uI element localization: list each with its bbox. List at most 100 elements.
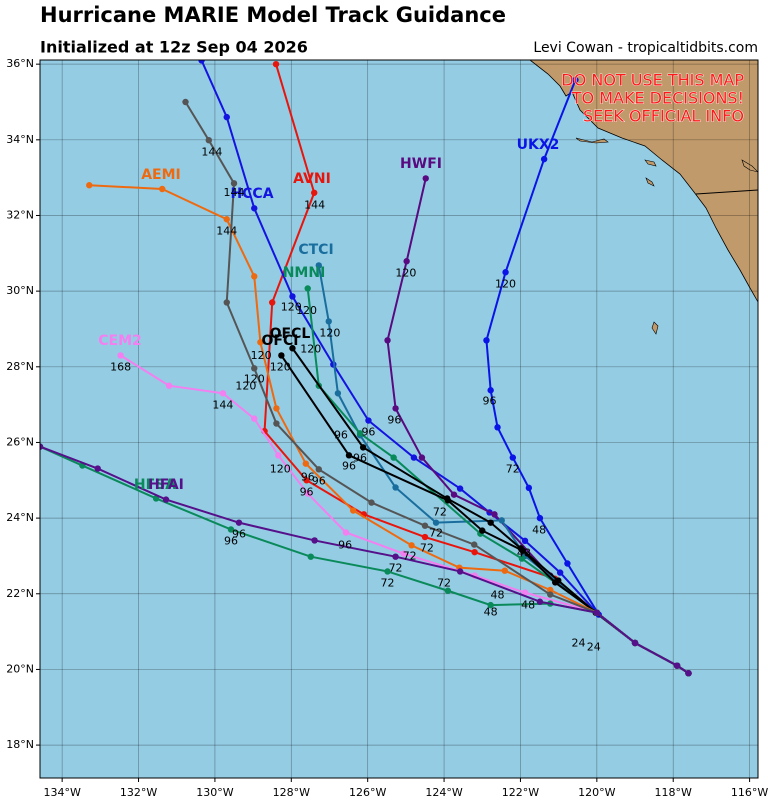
tracks [40, 60, 692, 677]
hour-label: 72 [403, 550, 417, 563]
track-point [390, 454, 397, 461]
hour-label: 120 [270, 361, 291, 374]
track-point [479, 527, 486, 534]
track-point [311, 189, 318, 196]
hour-label: 72 [429, 527, 443, 540]
track-point [275, 452, 282, 459]
hour-label: 72 [381, 577, 395, 590]
track-point [556, 569, 564, 576]
track-point [471, 541, 478, 548]
series-label: CTCI [298, 242, 333, 258]
x-tick-label: 116°W [731, 786, 768, 799]
track-point [182, 98, 189, 106]
track-point [572, 76, 579, 84]
track-point [235, 519, 243, 526]
track-point [564, 560, 571, 567]
track-point [117, 352, 124, 359]
track-point [219, 390, 227, 397]
track-point [304, 490, 311, 497]
hour-label: 96 [301, 471, 315, 484]
track-point [536, 598, 544, 605]
hour-label: 96 [483, 395, 497, 408]
series-label: HCCA [230, 186, 273, 202]
track-point [471, 548, 478, 556]
hour-label: 48 [484, 606, 498, 619]
hour-label: 120 [495, 277, 516, 290]
x-tick-label: 120°W [578, 786, 615, 799]
border [695, 189, 758, 195]
hour-label: 120 [319, 327, 340, 340]
grid [40, 60, 758, 778]
hour-label: 144 [212, 398, 233, 411]
track-point [456, 568, 464, 575]
track-point [251, 415, 258, 422]
track-point [303, 477, 310, 484]
track-point [410, 454, 418, 461]
warning-text: DO NOT USE THIS MAP [561, 71, 744, 90]
track-point [359, 444, 367, 451]
hour-label: 48 [521, 598, 535, 611]
hour-label: 144 [304, 198, 325, 211]
y-tick-label: 18°N [6, 738, 34, 751]
x-tick-label: 132°W [120, 786, 157, 799]
track-point [269, 299, 276, 306]
hour-label: 72 [506, 462, 520, 475]
y-tick-label: 20°N [6, 662, 34, 675]
island [575, 137, 609, 144]
hour-label: 144 [201, 145, 222, 158]
hour-label: 120 [270, 462, 291, 475]
hour-label: 48 [491, 589, 505, 602]
track-point [536, 514, 544, 522]
credit: Levi Cowan - tropicaltidbits.com [533, 40, 758, 56]
x-tick-label: 130°W [196, 786, 233, 799]
hour-label: 96 [300, 485, 314, 498]
hour-label: 120 [296, 304, 317, 317]
track-point [519, 547, 526, 554]
track-point [456, 485, 464, 492]
track-point [311, 537, 318, 544]
y-tick-label: 32°N [6, 208, 34, 221]
hour-label: 72 [389, 561, 403, 574]
track-point [392, 553, 399, 560]
track-point [342, 529, 350, 536]
series-label: UKX2 [517, 137, 560, 153]
track-point [421, 533, 429, 541]
hour-label: 120 [395, 266, 416, 279]
hour-label: 96 [361, 426, 375, 439]
y-tick-label: 28°N [6, 360, 34, 373]
track-point [162, 496, 170, 503]
track-point [525, 484, 533, 492]
track-point [289, 293, 296, 300]
track-point [552, 579, 559, 586]
plot-frame [39, 59, 759, 779]
y-tick-label: 30°N [6, 284, 34, 297]
hour-label: 144 [216, 224, 237, 237]
hour-label: 168 [110, 361, 131, 374]
track-point [593, 609, 601, 616]
hour-label: 72 [433, 505, 447, 518]
hour-label: 96 [353, 451, 367, 464]
track-point [365, 417, 372, 424]
series-label: NMNI [283, 265, 326, 281]
hour-label: 120 [251, 349, 272, 362]
track-point [273, 420, 280, 427]
land [529, 60, 758, 335]
track-point [392, 484, 399, 491]
track-point [278, 352, 285, 359]
track-point [487, 601, 494, 609]
track-point [518, 555, 526, 562]
track-point [315, 466, 322, 473]
hour-label: 120 [244, 372, 265, 385]
hour-label: 24 [572, 637, 586, 650]
warning-text: SEEK OFFICIAL INFO [583, 107, 744, 126]
track-point [547, 591, 554, 598]
y-tick-label: 24°N [6, 511, 34, 524]
track-point [349, 507, 357, 514]
track-point [251, 365, 258, 372]
track-point [227, 526, 235, 533]
hour-label: 96 [232, 527, 246, 540]
track-point [421, 522, 429, 529]
hour-label: 96 [224, 535, 238, 548]
island [644, 159, 657, 167]
track-point [422, 175, 429, 182]
